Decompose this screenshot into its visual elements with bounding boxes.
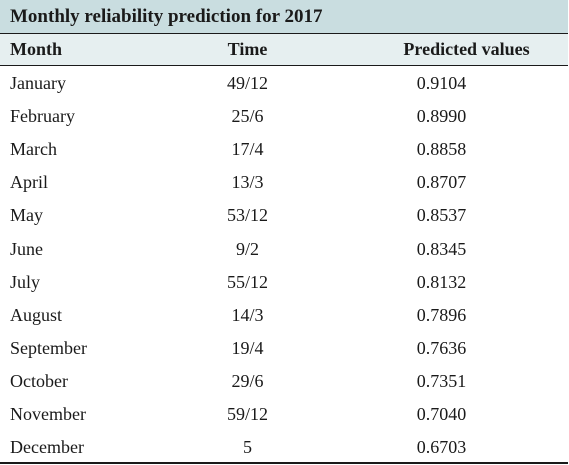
table-body: January 49/12 0.9104 February 25/6 0.899… [0, 66, 568, 464]
time-cell: 59/12 [226, 403, 268, 424]
table-row: December 5 0.6703 [0, 431, 568, 464]
time-cell: 25/6 [231, 106, 264, 127]
table-row: February 25/6 0.8990 [0, 100, 568, 133]
table-row: July 55/12 0.8132 [0, 266, 568, 299]
predicted-value-cell: 0.6703 [416, 437, 467, 458]
table-row: August 14/3 0.7896 [0, 299, 568, 332]
time-cell: 17/4 [231, 139, 264, 160]
table-row: October 29/6 0.7351 [0, 365, 568, 398]
table-row: June 9/2 0.8345 [0, 232, 568, 265]
time-cell: 49/12 [226, 73, 268, 94]
time-cell: 53/12 [226, 205, 268, 226]
month-cell: November [10, 403, 86, 424]
month-cell: December [10, 437, 84, 458]
table-row: November 59/12 0.7040 [0, 398, 568, 431]
predicted-value-cell: 0.8707 [416, 172, 467, 193]
month-cell: April [10, 172, 48, 193]
table-row: January 49/12 0.9104 [0, 67, 568, 100]
predicted-value-cell: 0.7896 [416, 304, 467, 325]
month-cell: July [10, 271, 41, 292]
month-cell: October [10, 370, 68, 391]
month-cell: September [10, 337, 87, 358]
month-cell: August [10, 304, 63, 325]
time-cell: 13/3 [231, 172, 264, 193]
time-cell: 19/4 [231, 337, 264, 358]
time-cell: 14/3 [231, 304, 264, 325]
column-header-month: Month [10, 39, 63, 59]
table-row: May 53/12 0.8537 [0, 199, 568, 232]
table-row: April 13/3 0.8707 [0, 166, 568, 199]
predicted-value-cell: 0.7040 [416, 403, 467, 424]
time-cell: 29/6 [231, 370, 264, 391]
time-cell: 9/2 [235, 238, 259, 259]
predicted-value-cell: 0.8345 [416, 238, 467, 259]
month-cell: January [10, 73, 66, 94]
table-row: September 19/4 0.7636 [0, 332, 568, 365]
column-header-time: Time [227, 39, 268, 59]
month-cell: May [10, 205, 43, 226]
predicted-value-cell: 0.8990 [416, 106, 467, 127]
predicted-value-cell: 0.8132 [416, 271, 467, 292]
month-cell: June [10, 238, 43, 259]
predicted-value-cell: 0.8858 [416, 139, 467, 160]
table-caption: Monthly reliability prediction for 2017 [0, 0, 568, 33]
time-cell: 55/12 [226, 271, 268, 292]
month-cell: March [10, 139, 57, 160]
column-header-predicted-values: Predicted values [403, 39, 530, 59]
predicted-value-cell: 0.7636 [416, 337, 467, 358]
predicted-value-cell: 0.7351 [416, 370, 467, 391]
table-header-row: Month Time Predicted values [0, 33, 568, 66]
predicted-value-cell: 0.8537 [416, 205, 467, 226]
predicted-value-cell: 0.9104 [416, 73, 467, 94]
table-row: March 17/4 0.8858 [0, 133, 568, 166]
month-cell: February [10, 106, 75, 127]
time-cell: 5 [243, 437, 252, 458]
